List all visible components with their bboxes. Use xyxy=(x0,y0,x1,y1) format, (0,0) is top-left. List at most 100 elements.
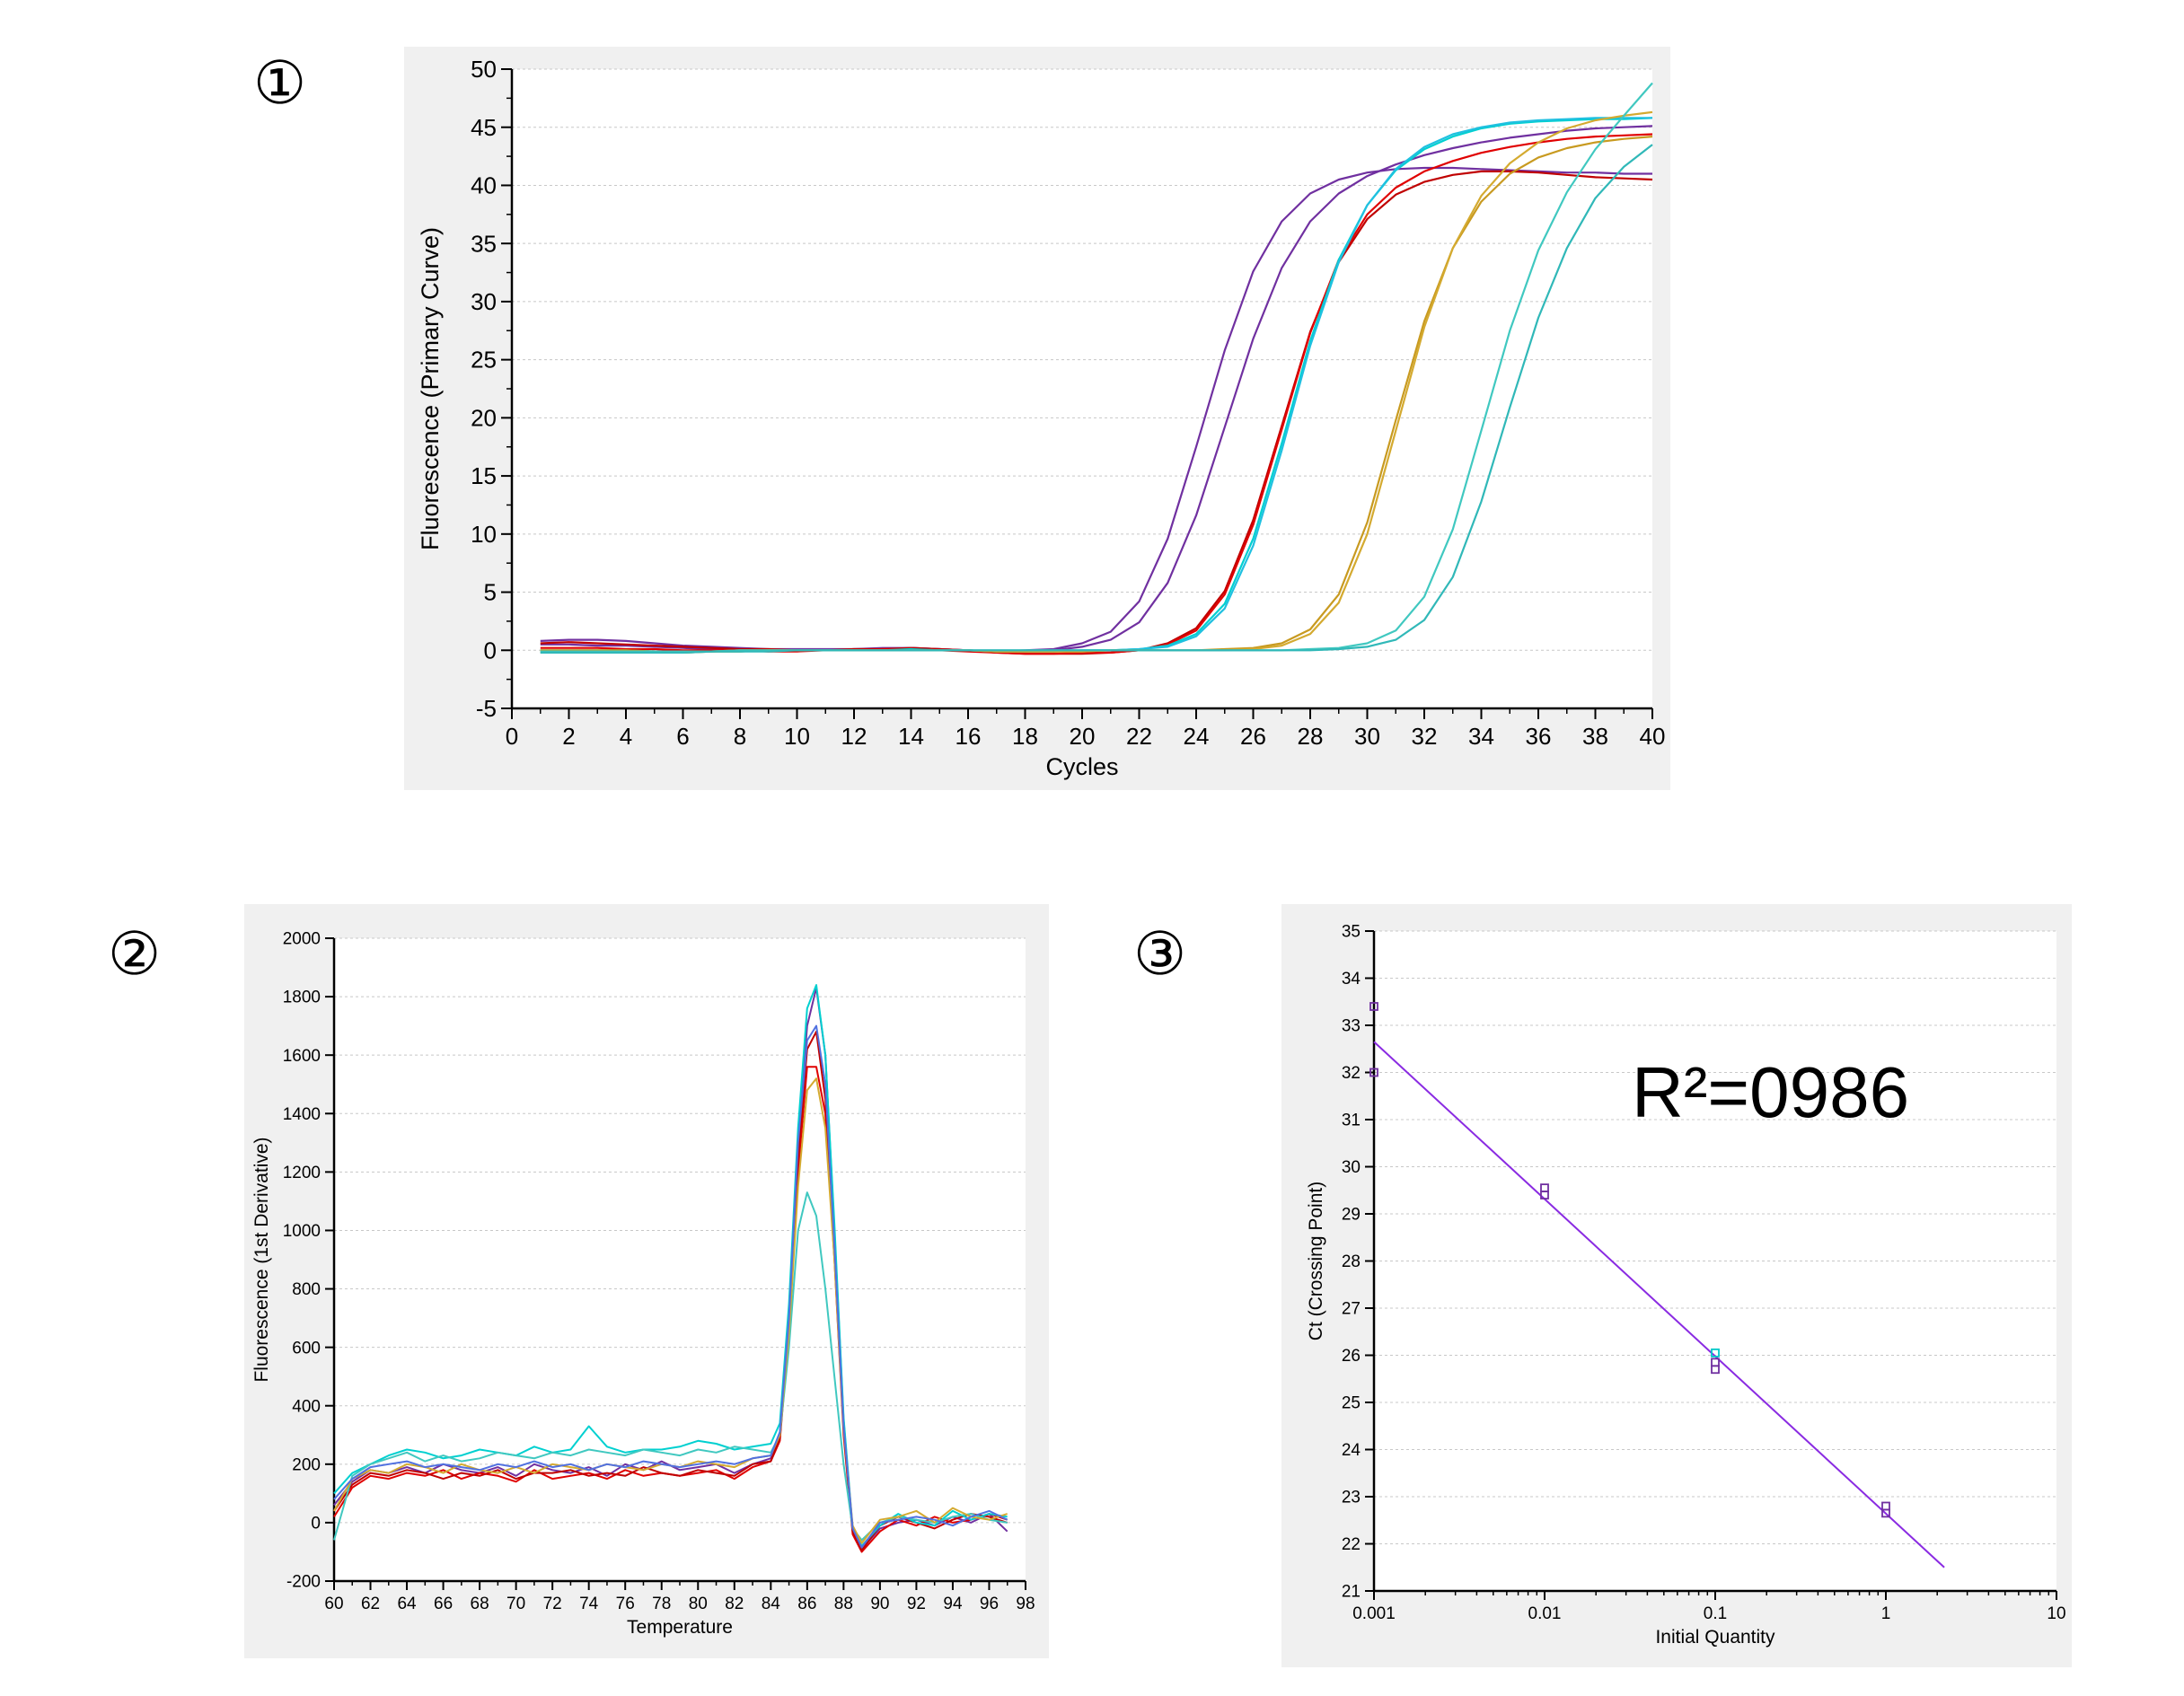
x-tick-label: 22 xyxy=(1126,723,1152,750)
y-tick-label: 5 xyxy=(484,579,497,606)
y-tick-label: 27 xyxy=(1342,1300,1361,1319)
data-point xyxy=(1711,1365,1720,1375)
x-tick-label: 40 xyxy=(1640,723,1666,750)
y-tick-label: 23 xyxy=(1342,1489,1361,1507)
x-tick-label: 28 xyxy=(1298,723,1324,750)
r-squared-annotation: R²=0986 xyxy=(1632,1052,1909,1132)
x-tick-label: 4 xyxy=(620,723,632,750)
y-tick-label: 31 xyxy=(1342,1112,1361,1130)
y-tick-label: 32 xyxy=(1342,1064,1361,1083)
x-tick-label: 32 xyxy=(1412,723,1438,750)
data-point xyxy=(1711,1348,1720,1358)
y-tick-label: 28 xyxy=(1342,1252,1361,1271)
y-tick-label: 1800 xyxy=(283,989,321,1007)
x-axis-label: Cycles xyxy=(1045,753,1118,780)
standard-curve-chart: 21 22 23 24 25 26 27 28 29 30 31 32 33 34 35 0.001 0.01 0… xyxy=(1306,923,2066,1648)
series-line-7 xyxy=(333,1024,1008,1549)
x-tick-label: 0.01 xyxy=(1528,1604,1562,1623)
x-tick-label: 78 xyxy=(652,1595,671,1613)
x-tick-label: 96 xyxy=(980,1595,999,1613)
amplification-chart-panel: -5 0 5 10 15 20 25 30 35 40 45 50 0 2 4 6 8 10 12 14 16 18 20 2… xyxy=(404,47,1670,790)
y-tick-label: 600 xyxy=(292,1339,321,1358)
y-axis-label: Ct (Crossing Point) xyxy=(1306,1182,1326,1340)
x-tick-label: 74 xyxy=(579,1595,599,1613)
x-tick-label: 8 xyxy=(734,723,746,750)
x-tick-label: 72 xyxy=(543,1595,562,1613)
x-tick-label: 0.001 xyxy=(1352,1604,1396,1623)
x-tick-label: 20 xyxy=(1070,723,1096,750)
x-tick-label: 36 xyxy=(1526,723,1552,750)
x-tick-label: 92 xyxy=(907,1595,926,1613)
fit-line xyxy=(1373,1041,1945,1569)
x-tick-label: 94 xyxy=(943,1595,963,1613)
y-tick-label: 1400 xyxy=(283,1105,321,1124)
series-line-6 xyxy=(333,1077,1008,1544)
x-tick-label: 16 xyxy=(956,723,982,750)
panel-number-1: ① xyxy=(253,48,307,118)
y-tick-label: -200 xyxy=(286,1573,321,1592)
x-axis-label: Initial Quantity xyxy=(1655,1627,1775,1648)
x-tick-label: 66 xyxy=(434,1595,453,1613)
x-tick-label: 76 xyxy=(616,1595,635,1613)
x-tick-label: 26 xyxy=(1240,723,1266,750)
x-tick-label: 6 xyxy=(676,723,689,750)
series-line-10 xyxy=(540,144,1653,655)
plot-area xyxy=(334,938,1026,1581)
y-tick-label: 1200 xyxy=(283,1164,321,1182)
x-tick-label: 34 xyxy=(1468,723,1494,750)
data-point xyxy=(1369,1068,1378,1077)
series-line-2 xyxy=(333,1066,1008,1553)
y-tick-label: 35 xyxy=(471,230,497,257)
y-tick-label: 21 xyxy=(1342,1583,1361,1602)
plot-area xyxy=(512,69,1652,708)
x-tick-label: 24 xyxy=(1184,723,1210,750)
x-tick-label: 0 xyxy=(506,723,518,750)
y-tick-label: 200 xyxy=(292,1455,321,1474)
x-tick-label: 84 xyxy=(762,1595,781,1613)
y-axis-label: Fluorescence (1st Derivative) xyxy=(251,1137,272,1382)
data-point xyxy=(1540,1191,1549,1200)
x-tick-label: 10 xyxy=(2047,1604,2065,1623)
y-tick-label: 26 xyxy=(1342,1347,1361,1366)
x-tick-label: 86 xyxy=(797,1595,816,1613)
x-tick-label: 64 xyxy=(397,1595,417,1613)
y-tick-label: 29 xyxy=(1342,1206,1361,1225)
x-tick-label: 80 xyxy=(689,1595,708,1613)
x-tick-label: 90 xyxy=(870,1595,889,1613)
data-point xyxy=(1881,1508,1890,1518)
y-tick-label: 34 xyxy=(1342,970,1361,989)
panel-number-2: ② xyxy=(108,919,162,989)
series-line-1 xyxy=(540,166,1652,653)
y-tick-label: 35 xyxy=(1342,923,1361,942)
x-tick-label: 0.1 xyxy=(1704,1604,1727,1623)
x-tick-label: 82 xyxy=(725,1595,744,1613)
y-tick-label: 20 xyxy=(471,404,497,431)
x-tick-label: 60 xyxy=(324,1595,343,1613)
y-tick-label: 30 xyxy=(471,288,497,315)
x-tick-label: 62 xyxy=(361,1595,380,1613)
y-tick-label: 40 xyxy=(471,172,497,199)
x-tick-label: 30 xyxy=(1354,723,1380,750)
melt-curve-chart-panel: -200 0 200 400 600 800 1000 1200 1400 1600 1800 200… xyxy=(244,904,1049,1658)
y-tick-label: 30 xyxy=(1342,1158,1361,1177)
y-tick-label: 10 xyxy=(471,521,497,548)
x-tick-label: 1 xyxy=(1881,1604,1891,1623)
y-tick-label: 50 xyxy=(471,56,497,83)
y-tick-label: 2000 xyxy=(283,930,321,949)
y-tick-label: 24 xyxy=(1342,1441,1361,1460)
x-tick-label: 12 xyxy=(841,723,867,750)
series-line-4 xyxy=(333,984,1008,1547)
y-tick-label: 25 xyxy=(471,347,497,373)
x-tick-label: 88 xyxy=(834,1595,853,1613)
x-axis-label: Temperature xyxy=(627,1617,733,1638)
y-tick-label: 45 xyxy=(471,114,497,141)
y-tick-label: -5 xyxy=(476,695,497,722)
y-tick-label: 400 xyxy=(292,1397,321,1416)
y-tick-label: 800 xyxy=(292,1280,321,1299)
y-tick-label: 1600 xyxy=(283,1047,321,1066)
x-tick-label: 10 xyxy=(784,723,810,750)
y-tick-label: 1000 xyxy=(283,1222,321,1241)
panel-number-3: ③ xyxy=(1133,919,1187,989)
standard-curve-chart-panel: 21 22 23 24 25 26 27 28 29 30 31 32 33 34 35 0.001 0.01 0… xyxy=(1281,904,2072,1667)
data-point xyxy=(1369,1002,1378,1011)
